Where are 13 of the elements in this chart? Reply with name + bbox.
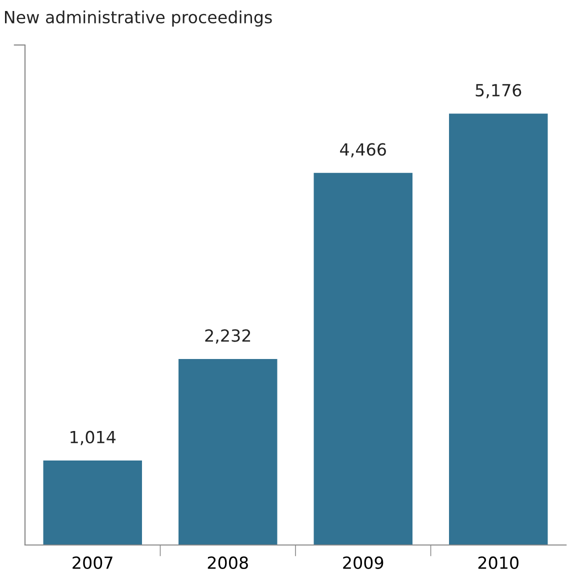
chart-title: New administrative proceedings	[4, 10, 272, 27]
bar	[178, 359, 278, 545]
bar	[449, 114, 548, 545]
data-label: 5,176	[476, 84, 522, 98]
bar	[314, 172, 412, 545]
bar	[43, 460, 142, 545]
data-label: 4,466	[340, 143, 386, 158]
x-tick-label: 2008	[208, 556, 248, 570]
x-tick-label: 2007	[72, 556, 112, 570]
data-label: 1,014	[70, 430, 116, 446]
x-tick-label: 2010	[478, 556, 518, 570]
x-tick-label: 2009	[343, 556, 384, 570]
data-label: 2,232	[205, 329, 250, 344]
